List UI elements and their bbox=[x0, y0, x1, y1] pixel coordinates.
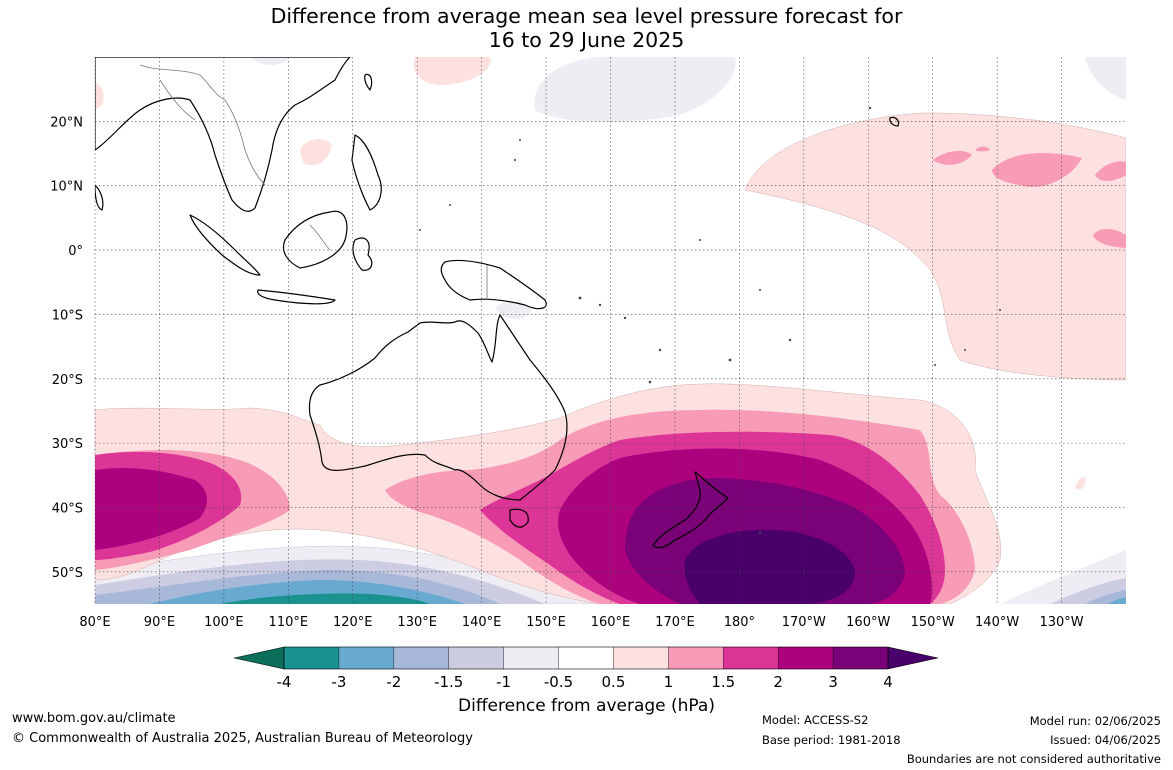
anomaly-spot-3 bbox=[1095, 161, 1126, 182]
colorbar-segment bbox=[448, 647, 505, 669]
anomaly-spot-1 bbox=[992, 153, 1082, 187]
longitude-label: 100°E bbox=[204, 615, 244, 630]
colorbar-tick-label: -4 bbox=[277, 673, 292, 691]
longitude-label: 140°E bbox=[462, 615, 502, 630]
latitude-label: 30°S bbox=[52, 437, 83, 452]
title-line-1: Difference from average mean sea level p… bbox=[270, 4, 903, 28]
philippines-coastline bbox=[351, 134, 382, 211]
pressure-anomaly-map: 80°E 90°E 100°E 110°E 120°E 130°E 140°E 150°E 16… bbox=[50, 57, 1126, 691]
coastlines bbox=[95, 57, 900, 549]
anomaly-region-east-pacific bbox=[1085, 57, 1126, 100]
longitude-label: 170°W bbox=[782, 615, 826, 630]
latitude-label: 40°S bbox=[52, 501, 83, 516]
colorbar-extend-min bbox=[233, 646, 285, 670]
taiwan-coastline bbox=[364, 73, 373, 91]
longitude-label: 170°E bbox=[655, 615, 695, 630]
longitude-label: 90°E bbox=[144, 615, 175, 630]
latitude-label: 10°S bbox=[52, 308, 83, 323]
longitude-label: 130°E bbox=[397, 615, 437, 630]
positive-region-4 bbox=[684, 529, 855, 604]
colorbar-tick-label: -0.5 bbox=[544, 673, 573, 691]
colorbar-segment bbox=[393, 647, 450, 669]
colorbar-segment bbox=[668, 647, 724, 669]
footer-issued: Issued: 04/06/2025 bbox=[1050, 733, 1161, 747]
anomaly-region-central-pacific bbox=[534, 57, 736, 122]
colorbar-extend-max bbox=[887, 646, 939, 670]
colorbar-title: Difference from average (hPa) bbox=[458, 696, 715, 716]
colorbar-segment bbox=[558, 647, 614, 669]
title-line-2: 16 to 29 June 2025 bbox=[488, 28, 685, 52]
anomaly-fields bbox=[95, 57, 1126, 604]
new-guinea-coastline bbox=[440, 259, 547, 310]
colorbar-tick-label: 0.5 bbox=[602, 673, 626, 691]
asia-coastline bbox=[95, 57, 351, 212]
colorbar-tick-label: -2 bbox=[386, 673, 401, 691]
colorbar-segment bbox=[503, 647, 560, 669]
colorbar-segment bbox=[338, 647, 395, 669]
footer-url[interactable]: www.bom.gov.au/climate bbox=[12, 711, 176, 726]
sri-lanka-coastline bbox=[95, 184, 104, 211]
negative-band-teal bbox=[220, 593, 430, 604]
colorbar-segment bbox=[284, 647, 340, 669]
pacific-islands bbox=[419, 106, 1001, 535]
longitude-labels: 80°E 90°E 100°E 110°E 120°E 130°E 140°E 150°E 16… bbox=[79, 615, 1083, 630]
borneo-coastline bbox=[282, 210, 348, 269]
country-borders bbox=[139, 64, 488, 300]
latitude-label: 50°S bbox=[52, 566, 83, 581]
sulawesi-coastline bbox=[352, 237, 373, 271]
anomaly-region-north-china bbox=[413, 57, 491, 85]
colorbar-segment bbox=[778, 647, 834, 669]
positive-region-small bbox=[320, 492, 348, 502]
footer-disclaimer: Boundaries are not considered authoritat… bbox=[906, 752, 1161, 766]
map-grid bbox=[94, 57, 1126, 604]
tasmania-coastline bbox=[509, 508, 529, 528]
colorbar-tick-label: -3 bbox=[331, 673, 346, 691]
longitude-label: 110°E bbox=[269, 615, 309, 630]
hawaii-coastline bbox=[889, 116, 900, 127]
colorbar-tick-label: 1.5 bbox=[711, 673, 735, 691]
latitude-label: 10°N bbox=[50, 180, 83, 195]
longitude-label: 160°E bbox=[591, 615, 631, 630]
colorbar-tick-label: 1 bbox=[664, 673, 674, 691]
anomaly-region-japan bbox=[250, 57, 290, 65]
colorbar-tick-label: 3 bbox=[828, 673, 838, 691]
latitude-label: 20°N bbox=[50, 115, 83, 130]
footer-model-run: Model run: 02/06/2025 bbox=[1029, 714, 1161, 728]
colorbar-segment bbox=[613, 647, 669, 669]
java-coastline bbox=[257, 289, 336, 305]
colorbar: -4 -3 -2 -1.5 -1 -0.5 0.5 1 1.5 2 3 4 bbox=[233, 646, 939, 691]
colorbar-tick-label: 4 bbox=[883, 673, 893, 691]
longitude-label: 150°W bbox=[911, 615, 955, 630]
map-title: Difference from average mean sea level p… bbox=[0, 4, 1173, 52]
anomaly-spot-2 bbox=[933, 150, 972, 165]
footer-model: Model: ACCESS-S2 bbox=[762, 713, 869, 727]
colorbar-tick-label: -1.5 bbox=[434, 673, 463, 691]
sumatra-coastline bbox=[189, 214, 261, 276]
longitude-label: 180° bbox=[724, 615, 755, 630]
negative-band-east-4 bbox=[1108, 597, 1126, 604]
australia-coastline bbox=[308, 314, 568, 501]
positive-region-small-2 bbox=[1075, 477, 1086, 490]
longitude-label: 120°E bbox=[333, 615, 373, 630]
latitude-label: 20°S bbox=[52, 373, 83, 388]
footer-copyright: © Commonwealth of Australia 2025, Austra… bbox=[12, 731, 473, 746]
colorbar-segment bbox=[723, 647, 779, 669]
longitude-label: 150°E bbox=[526, 615, 566, 630]
anomaly-spot-4 bbox=[1093, 228, 1126, 248]
longitude-label: 130°W bbox=[1039, 615, 1083, 630]
longitude-label: 160°W bbox=[846, 615, 890, 630]
colorbar-tick-label: -1 bbox=[496, 673, 511, 691]
colorbar-segment bbox=[833, 647, 889, 669]
colorbar-tick-label: 2 bbox=[773, 673, 783, 691]
longitude-label: 80°E bbox=[79, 615, 110, 630]
latitude-labels: 20°N 10°N 0° 10°S 20°S 30°S 40°S 50°S bbox=[50, 115, 83, 580]
new-zealand-coastline bbox=[652, 471, 729, 549]
anomaly-spot-5 bbox=[975, 146, 990, 152]
footer-base-period: Base period: 1981-2018 bbox=[762, 733, 901, 747]
anomaly-region-south-china-sea bbox=[300, 138, 332, 166]
latitude-label: 0° bbox=[68, 244, 83, 259]
longitude-label: 140°W bbox=[975, 615, 1019, 630]
anomaly-region-india bbox=[95, 82, 104, 110]
